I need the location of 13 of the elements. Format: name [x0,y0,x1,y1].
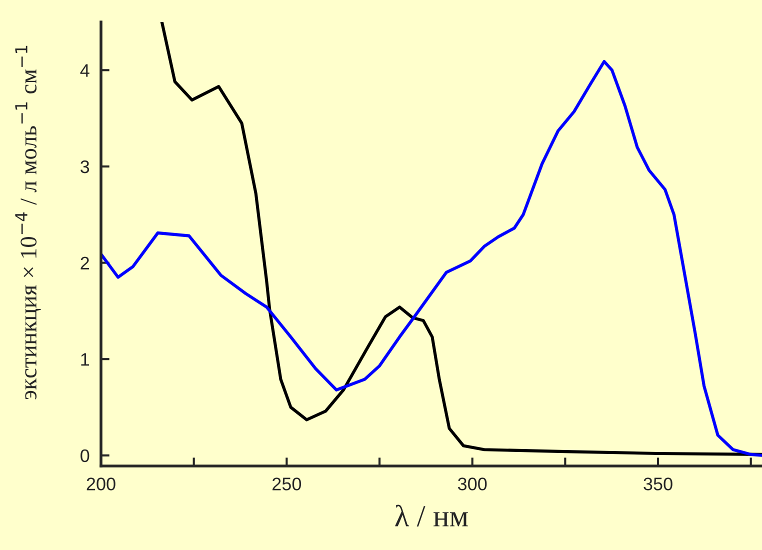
y-tick-label: 1 [81,353,90,366]
y-axis-title: экстинкция × 10$^{−4}$ / л моль$^{−1}$ см$^{−1}$ [15,46,41,400]
x-tick-label: 350 [644,478,672,490]
x-axis-title: λ / нм [395,504,468,527]
y-tick-label: 4 [80,64,90,77]
y-tick-label: 0 [80,449,90,462]
line-series [101,60,762,457]
y-tick-label: 3 [80,160,90,174]
line-series [160,22,762,456]
x-tick-label: 250 [272,478,302,490]
y-tick-label: 2 [80,256,89,270]
x-tick-label: 200 [86,478,116,490]
x-tick-label: 300 [458,478,487,490]
